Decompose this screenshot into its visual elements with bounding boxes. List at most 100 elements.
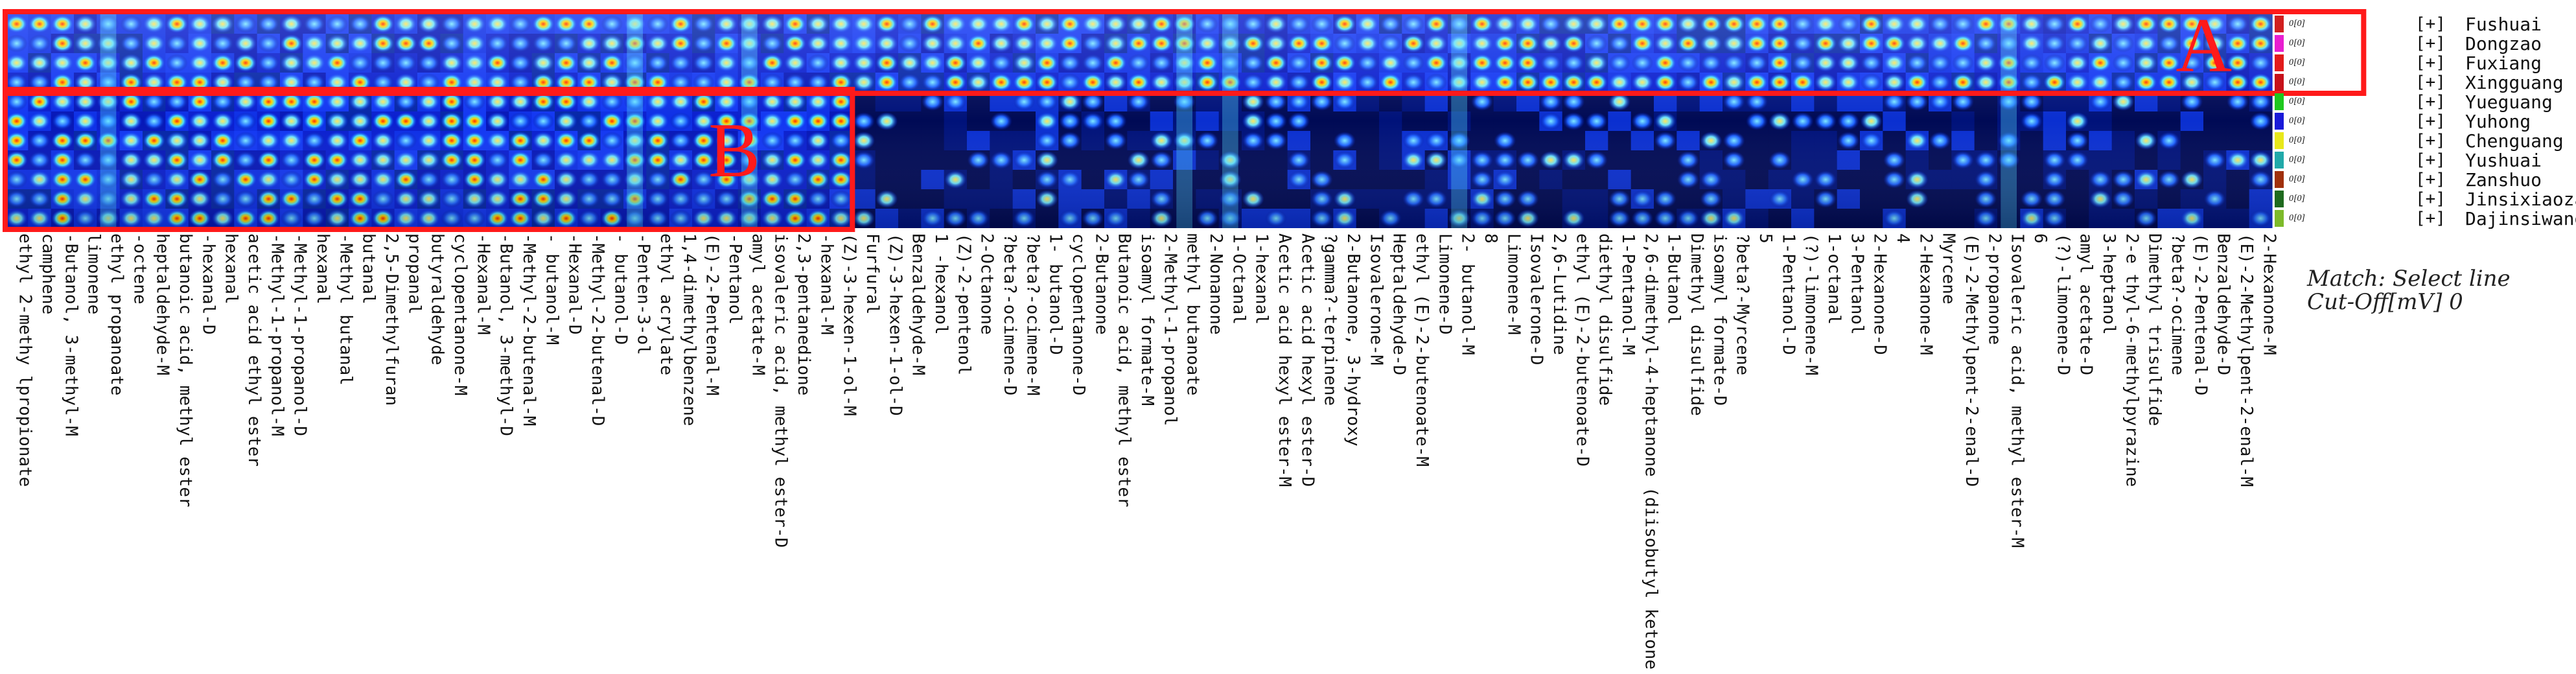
compound-label: ?beta?-ocimene-M — [1023, 233, 1042, 395]
legend-expand-toggle[interactable]: [+] — [2415, 14, 2446, 34]
legend-value: 0[0] — [2289, 213, 2305, 223]
compound-label: 1-Pentanol-D — [1778, 233, 1798, 355]
legend-swatch — [2275, 191, 2284, 207]
compound-label: Isovalerone-M — [1366, 233, 1386, 366]
compound-label: 1,4-dimethylbenzene — [679, 233, 699, 426]
compound-label: (E)-2-Methylpent-2-enal-M — [2236, 233, 2256, 487]
compound-label: ?beta?-ocimene — [2168, 233, 2187, 375]
compound-label: Acetic acid hexyl ester-D — [1297, 233, 1317, 487]
compound-label: ethyl 2-methy lpropionate — [16, 233, 35, 487]
compound-label: Limonene-D — [1435, 233, 1454, 335]
compound-label: 2,5-Dimethylfuran — [382, 233, 401, 406]
legend-sample-name: Chenguang — [2465, 130, 2564, 152]
legend-sample-name: Fushuai — [2465, 13, 2542, 35]
legend-expand-toggle[interactable]: [+] — [2415, 189, 2446, 209]
compound-label: - butanol-M — [542, 233, 561, 345]
compound-label: 3-Pentanol — [1847, 233, 1866, 335]
legend-item: 0[0] [+] Jinsixiaozao — [2275, 189, 2576, 210]
compound-label: ?gamma?-terpinene — [1321, 233, 1340, 406]
compound-label: 1-Butanol — [1664, 233, 1684, 325]
compound-label: -hexanal-M — [817, 233, 836, 335]
compound-label: Butanoic acid, methyl ester — [1115, 233, 1134, 507]
compound-label: -Butanol, 3-methyl-M — [61, 233, 80, 436]
compound-label: -Penten-3-ol — [634, 233, 653, 355]
compound-label: ?beta?-Myrcene — [1733, 233, 1752, 375]
compound-label: (?)-limonene-D — [2053, 233, 2072, 375]
legend-item: 0[0] [+] Dongzao — [2275, 33, 2542, 54]
legend-swatch — [2275, 16, 2284, 32]
compound-label: ethyl (E)-2-butenoate-D — [1572, 233, 1592, 467]
legend-sample-name: Yushuai — [2465, 149, 2542, 171]
legend-value: 0[0] — [2289, 155, 2305, 165]
compound-label: butanal — [359, 233, 378, 305]
compound-label: butyraldehyde — [428, 233, 447, 366]
heatmap-cells — [5, 14, 2273, 228]
legend-sample-name: Dajinsiwangzao — [2465, 207, 2576, 229]
compound-label: 2,3-pentanedione — [794, 233, 813, 395]
legend-expand-toggle[interactable]: [+] — [2415, 150, 2446, 170]
compound-label: -Methyl-1-propanol-M — [267, 233, 286, 436]
compound-label: isoamyl formate-D — [1710, 233, 1729, 406]
legend-value: 0[0] — [2289, 174, 2305, 184]
legend-sample-name: Xingguang — [2465, 71, 2564, 93]
legend-item: 0[0] [+] Yueguang — [2275, 91, 2553, 113]
compound-label: (E)-2-Pentenal-D — [2190, 233, 2210, 395]
legend-expand-toggle[interactable]: [+] — [2415, 209, 2446, 228]
legend-item: 0[0] [+] Dajinsiwangzao — [2275, 207, 2576, 229]
legend-value: 0[0] — [2289, 38, 2305, 48]
legend-value: 0[0] — [2289, 116, 2305, 126]
compound-label: -hexanal-D — [198, 233, 218, 335]
compound-label: Benzaldehyde-D — [2214, 233, 2233, 375]
legend-value: 0[0] — [2289, 97, 2305, 106]
compound-label: 2,6-dimethyl-4-heptanone (diisobutyl ket… — [1641, 233, 1660, 671]
legend-item: 0[0] [+] Yuhong — [2275, 110, 2531, 132]
legend-swatch — [2275, 171, 2284, 188]
compound-label: (E)-2-Pentenal-M — [702, 233, 722, 395]
compound-label: 1-Pentanol-M — [1618, 233, 1638, 355]
legend-swatch — [2275, 93, 2284, 110]
compound-label: (E)-2-Methylpent-2-enal-D — [1962, 233, 1981, 487]
compound-label: limonene — [84, 233, 104, 314]
legend-expand-toggle[interactable]: [+] — [2415, 131, 2446, 150]
compound-label: - butanol-D — [610, 233, 630, 345]
compound-label: (Z)-2-pentenol — [954, 233, 973, 375]
compound-label: 4 — [1893, 233, 1912, 244]
legend-expand-toggle[interactable]: [+] — [2415, 73, 2446, 92]
compound-label: -octene — [130, 233, 149, 305]
compound-label: -Hexanal-D — [565, 233, 585, 335]
legend-expand-toggle[interactable]: [+] — [2415, 34, 2446, 53]
compound-label: diethyl disulfide — [1595, 233, 1615, 406]
compound-label: butanoic acid, methyl ester — [176, 233, 195, 507]
legend-item: 0[0] [+] Chenguang — [2275, 130, 2564, 152]
compound-label: 2-Octanone — [977, 233, 997, 335]
compound-label: 2-Hexanone-D — [1870, 233, 1890, 355]
compound-label: 1-octanal — [1824, 233, 1844, 325]
compound-label: 2-propanone — [1984, 233, 2004, 345]
legend-expand-toggle[interactable]: [+] — [2415, 170, 2446, 189]
legend-value: 0[0] — [2289, 194, 2305, 203]
compound-label: 1-Octanal — [1229, 233, 1248, 325]
compound-label: Myrcene — [1939, 233, 1958, 305]
legend-expand-toggle[interactable]: [+] — [2415, 53, 2446, 73]
compound-label: camphene — [38, 233, 58, 314]
legend-swatch — [2275, 210, 2284, 227]
compound-label: hexanal — [222, 233, 241, 305]
compound-label: Dimethyl disulfide — [1687, 233, 1706, 416]
legend-sample-name: Yueguang — [2465, 91, 2553, 113]
compound-label: 2-e thyl-6-methylpyrazine — [2122, 233, 2141, 487]
compound-label: -Methyl-1-propanol-D — [290, 233, 310, 436]
compound-label: -Pentanol — [725, 233, 745, 325]
legend-expand-toggle[interactable]: [+] — [2415, 111, 2446, 131]
compound-label: cyclopentanone-D — [1069, 233, 1088, 395]
compound-label: cyclopentanone-M — [450, 233, 470, 395]
compound-label: 2-Hexanone-M — [2259, 233, 2279, 355]
compound-label: ethyl propanoate — [107, 233, 126, 395]
compound-label: -Hexanal-M — [473, 233, 493, 335]
legend-swatch — [2275, 35, 2284, 52]
legend-sample-name: Zanshuo — [2465, 168, 2542, 191]
legend-sample-name: Yuhong — [2465, 110, 2531, 132]
legend-expand-toggle[interactable]: [+] — [2415, 92, 2446, 111]
legend-value: 0[0] — [2289, 19, 2305, 29]
compound-labels: ethyl 2-methy lpropionate camphene -Butano… — [16, 233, 2279, 674]
